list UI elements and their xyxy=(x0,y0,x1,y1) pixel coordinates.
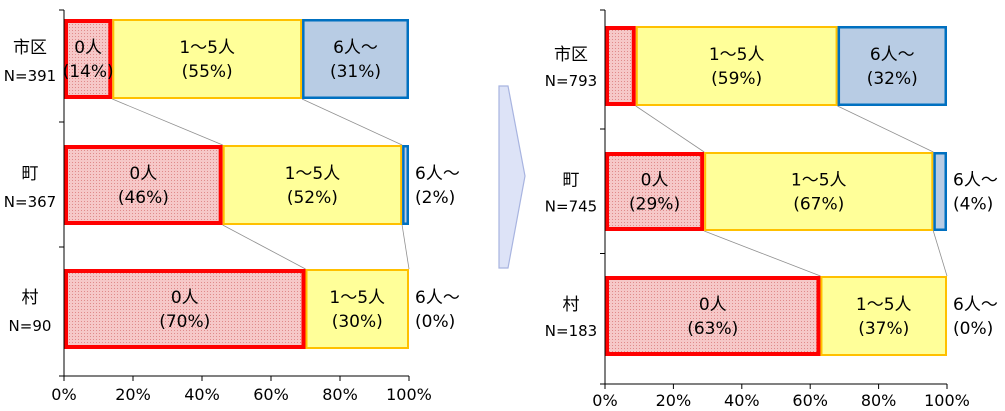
connector-lines xyxy=(112,98,410,270)
x-tick-label: 20% xyxy=(115,385,151,404)
bar-segment-six xyxy=(402,145,410,225)
bar-segment-zero xyxy=(605,152,705,231)
category-label: 町 xyxy=(563,171,580,191)
category-label: 市区 xyxy=(13,38,47,58)
chart-panel-1: 0人 (14%) 1～5人 (55%) 6人～ (31%) 市区 N=391 0人 (46%) 1～… xyxy=(4,9,460,404)
segment-value-label: (2%) xyxy=(415,188,455,208)
x-tick-label: 20% xyxy=(656,391,692,410)
segment-value-label: (46%) xyxy=(118,188,169,208)
category-label: 村 xyxy=(563,295,580,315)
segment-name-label: 6人～ xyxy=(415,164,460,184)
segment-name-label: 1～5人 xyxy=(329,288,385,308)
segment-value-label: (0%) xyxy=(415,312,455,332)
connector-line xyxy=(837,105,934,153)
bar-segment-zero xyxy=(64,19,113,99)
bar-segment-zero xyxy=(605,26,636,106)
segment-value-label: (4%) xyxy=(953,195,993,215)
x-tick-label: 100% xyxy=(386,385,432,404)
segment-name-label: 6人～ xyxy=(870,45,915,65)
x-tick-label: 40% xyxy=(724,391,760,410)
connector-lines xyxy=(635,105,948,277)
bar-segment-zero xyxy=(64,269,306,349)
category-label: 町 xyxy=(22,164,39,184)
segment-value-label: (37%) xyxy=(858,319,909,339)
segment-value-label: (70%) xyxy=(159,312,210,332)
bar-segment-six xyxy=(302,19,409,99)
category-n-label: N=745 xyxy=(545,198,597,216)
connector-line xyxy=(635,105,705,153)
segment-value-label: (31%) xyxy=(330,62,381,82)
segment-name-label: 6人～ xyxy=(333,38,378,58)
segment-name-label: 1～5人 xyxy=(285,164,341,184)
bar-segment-zero xyxy=(64,145,223,225)
segment-value-label: (55%) xyxy=(182,62,233,82)
x-tick-label: 60% xyxy=(253,385,289,404)
x-tick-label: 0% xyxy=(592,391,617,410)
segment-name-label: 6人～ xyxy=(953,171,998,191)
bar-segment-mid xyxy=(305,269,409,349)
x-tick-label: 60% xyxy=(792,391,828,410)
segment-name-label: 1～5人 xyxy=(179,38,235,58)
segment-value-label: (14%) xyxy=(63,62,114,82)
segment-name-label: 1～5人 xyxy=(791,171,847,191)
connector-line xyxy=(222,224,306,270)
segment-name-label: 6人～ xyxy=(953,295,998,315)
segment-value-label: (52%) xyxy=(287,188,338,208)
segment-value-label: (63%) xyxy=(687,319,738,339)
segment-name-label: 6人～ xyxy=(415,288,460,308)
segment-name-label: 0人 xyxy=(171,288,199,308)
segment-value-label: (67%) xyxy=(793,195,844,215)
segment-name-label: 1～5人 xyxy=(709,45,765,65)
category-label: 村 xyxy=(22,288,39,308)
connector-line xyxy=(704,230,821,277)
segment-value-label: (29%) xyxy=(629,195,680,215)
category-n-label: N=391 xyxy=(4,67,56,85)
connector-line xyxy=(112,98,223,146)
segment-value-label: (0%) xyxy=(953,319,993,339)
category-n-label: N=793 xyxy=(545,72,597,90)
segment-name-label: 0人 xyxy=(74,38,102,58)
bar-segment-six xyxy=(837,26,947,106)
bar-segment-mid xyxy=(112,19,303,99)
connector-line xyxy=(401,224,410,270)
chart-panel-2: 0人(9%)1～5人(59%)6人～(32%)市区N=7930人(29%)1～5… xyxy=(545,9,998,410)
segment-name-label: 0人 xyxy=(129,164,157,184)
segment-name-label: 1～5人 xyxy=(856,295,912,315)
category-n-label: N=90 xyxy=(9,317,52,335)
bar-segment-mid xyxy=(635,26,838,106)
connector-line xyxy=(932,230,948,277)
x-tick-label: 100% xyxy=(924,391,970,410)
category-n-label: N=183 xyxy=(545,322,597,340)
x-tick-label: 80% xyxy=(861,391,897,410)
connector-line xyxy=(301,98,403,146)
x-tick-label: 40% xyxy=(184,385,220,404)
segment-value-label: (59%) xyxy=(711,69,762,89)
x-tick-label: 80% xyxy=(322,385,358,404)
x-tick-label: 0% xyxy=(51,385,76,404)
bar-segment-zero xyxy=(605,276,821,356)
segment-value-label: (30%) xyxy=(332,312,383,332)
bar-segment-mid xyxy=(820,276,948,356)
segment-name-label: 0人 xyxy=(641,171,669,191)
category-label: 市区 xyxy=(554,45,588,65)
right-arrow-icon xyxy=(498,85,526,269)
bar-segment-mid xyxy=(704,152,934,231)
bar-segment-mid xyxy=(222,145,403,225)
bar-segment-six xyxy=(933,152,948,231)
segment-name-label: 0人 xyxy=(699,295,727,315)
segment-value-label: (32%) xyxy=(867,69,918,89)
category-n-label: N=367 xyxy=(4,193,56,211)
